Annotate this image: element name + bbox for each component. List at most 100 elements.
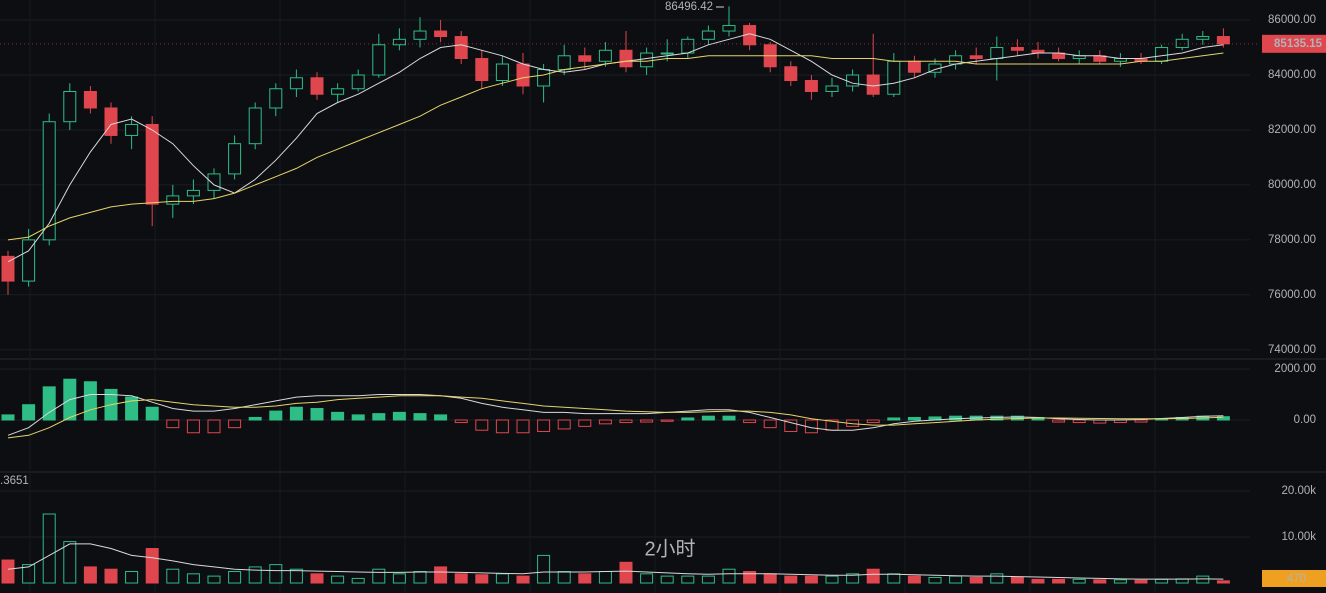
candle-body bbox=[228, 143, 242, 175]
macd-bar bbox=[1, 414, 15, 421]
y-tick-label: 76000.00 bbox=[1268, 289, 1316, 301]
candle-body bbox=[722, 25, 736, 32]
candle-body bbox=[1010, 47, 1024, 51]
candle-body bbox=[104, 107, 118, 136]
macd-bar bbox=[372, 413, 386, 421]
candle-body bbox=[1175, 38, 1189, 49]
macd-bar bbox=[269, 410, 283, 421]
macd-bar bbox=[228, 419, 242, 429]
macd-bar bbox=[310, 408, 324, 421]
y-tick-label: 20.00k bbox=[1281, 485, 1316, 497]
volume-bar bbox=[990, 573, 1004, 584]
candle-body bbox=[557, 55, 571, 71]
macd-line bbox=[7, 395, 1224, 439]
volume-bar bbox=[104, 568, 118, 584]
macd-bar bbox=[537, 419, 551, 432]
volume-bar bbox=[269, 564, 283, 584]
macd-bar bbox=[42, 386, 56, 421]
volume-bar bbox=[42, 513, 56, 584]
volume-bar bbox=[866, 568, 880, 584]
volume-bar bbox=[1113, 579, 1127, 584]
volume-bar bbox=[310, 573, 324, 584]
candle-body bbox=[640, 52, 654, 68]
macd-bar bbox=[22, 404, 36, 421]
volume-bar bbox=[763, 573, 777, 584]
macd-bar bbox=[619, 419, 633, 424]
macd-bar bbox=[516, 419, 530, 434]
y-tick-label: 74000.00 bbox=[1268, 344, 1316, 356]
y-tick-label: 10.00k bbox=[1281, 531, 1316, 543]
y-tick-label: 80000.00 bbox=[1268, 179, 1316, 191]
volume-bar bbox=[825, 575, 839, 584]
volume-bar bbox=[186, 573, 200, 584]
candle-body bbox=[825, 85, 839, 92]
volume-bar bbox=[804, 575, 818, 584]
volume-bar bbox=[701, 575, 715, 584]
volume-bar bbox=[207, 575, 221, 584]
macd-bar bbox=[351, 414, 365, 421]
macd-bar bbox=[866, 419, 880, 424]
ma-line bbox=[7, 52, 1224, 241]
volume-bar bbox=[289, 568, 303, 584]
volume-bar bbox=[1093, 579, 1107, 584]
macd-bar bbox=[454, 419, 468, 424]
volume-bar bbox=[125, 571, 139, 584]
volume-bar bbox=[454, 573, 468, 584]
volume-bar bbox=[1196, 575, 1210, 584]
volume-bar bbox=[578, 573, 592, 584]
candle-body bbox=[125, 123, 139, 136]
volume-bar bbox=[1134, 579, 1148, 584]
volume-bar bbox=[846, 573, 860, 584]
volume-bar bbox=[434, 566, 448, 584]
volume-bar bbox=[145, 548, 159, 584]
y-tick-label: 2000.00 bbox=[1274, 363, 1316, 375]
macd-bar bbox=[495, 419, 509, 434]
time-grid bbox=[29, 0, 1156, 593]
candle-body bbox=[413, 30, 427, 40]
candle-body bbox=[907, 60, 921, 73]
candle-body bbox=[578, 55, 592, 62]
volume-bar bbox=[516, 575, 530, 584]
volume-bar bbox=[166, 568, 180, 584]
macd-bar bbox=[784, 419, 798, 432]
candle-body bbox=[1155, 47, 1169, 62]
candle-body bbox=[969, 55, 983, 60]
candle-body bbox=[310, 77, 324, 95]
candle-body bbox=[495, 63, 509, 82]
last-volume-label: 470 bbox=[1287, 573, 1306, 585]
volume-bar bbox=[928, 576, 942, 584]
macd-bar bbox=[248, 416, 262, 421]
macd-bar bbox=[475, 419, 489, 431]
volume-bar bbox=[681, 575, 695, 584]
volume-bar bbox=[784, 575, 798, 584]
candle-body bbox=[475, 58, 489, 82]
macd-bar bbox=[83, 381, 97, 421]
y-tick-label: 82000.00 bbox=[1268, 124, 1316, 136]
high-annotation: 86496.42 bbox=[665, 1, 713, 13]
candle-body bbox=[145, 123, 159, 205]
candle-body bbox=[63, 90, 77, 123]
macd-bar bbox=[434, 414, 448, 421]
candle-body bbox=[949, 55, 963, 65]
y-tick-label: 84000.00 bbox=[1268, 69, 1316, 81]
volume-bar bbox=[969, 576, 983, 584]
macd-bar bbox=[557, 419, 571, 430]
macd-bar bbox=[145, 406, 159, 421]
candle-body bbox=[372, 44, 386, 76]
macd-bar bbox=[743, 419, 757, 424]
macd-bar bbox=[331, 411, 345, 421]
volume-bar bbox=[743, 571, 757, 584]
candle-body bbox=[83, 90, 97, 109]
candle-body bbox=[598, 49, 612, 62]
candle-body bbox=[392, 38, 406, 46]
candle-body bbox=[1, 255, 15, 282]
macd-bar bbox=[763, 419, 777, 429]
candle-body bbox=[804, 80, 818, 92]
macd-bar bbox=[701, 415, 715, 421]
macd-bar bbox=[186, 419, 200, 434]
macd-bar bbox=[681, 417, 695, 421]
last-price-label: 85135.15 bbox=[1274, 38, 1323, 50]
macd-bar bbox=[289, 406, 303, 421]
